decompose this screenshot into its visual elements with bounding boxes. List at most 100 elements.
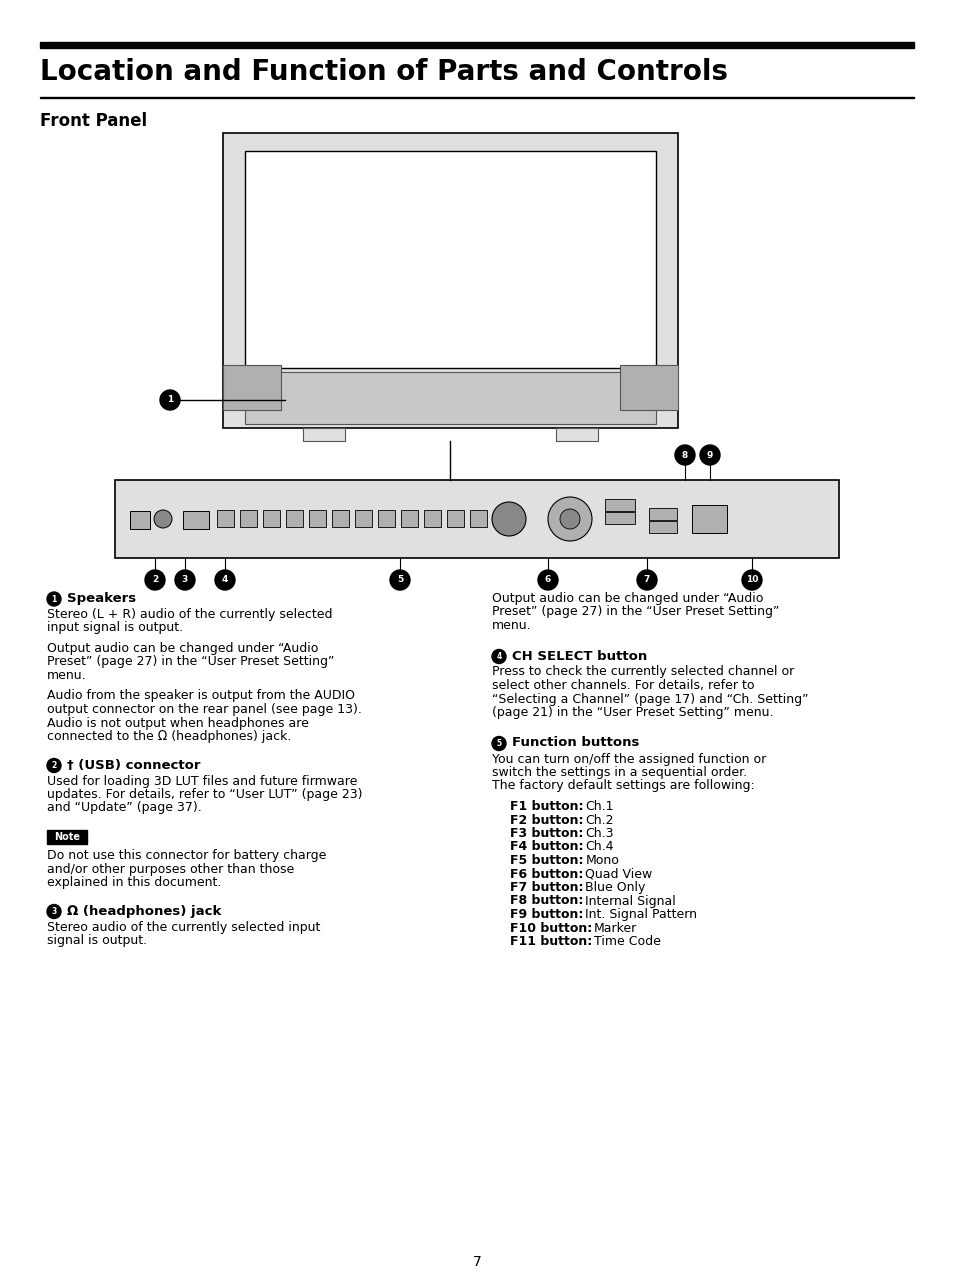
Text: input signal is output.: input signal is output.	[47, 622, 183, 634]
Bar	[223, 132, 678, 428]
Bar	[223, 364, 281, 410]
Text: F5 button:: F5 button:	[510, 854, 583, 868]
Text: F6 button:: F6 button:	[510, 868, 583, 880]
Text: 3: 3	[51, 907, 56, 916]
Text: F1 button:: F1 button:	[510, 800, 583, 813]
Text: Press to check the currently selected channel or: Press to check the currently selected ch…	[492, 665, 794, 679]
Text: 8: 8	[681, 451, 687, 460]
Circle shape	[492, 650, 505, 664]
Bar	[619, 364, 678, 410]
Bar	[648, 508, 677, 520]
Circle shape	[153, 510, 172, 527]
Bar	[47, 829, 87, 843]
Text: The factory default settings are following:: The factory default settings are followi…	[492, 780, 754, 792]
Circle shape	[492, 502, 525, 536]
Text: menu.: menu.	[492, 619, 531, 632]
Text: Front Panel: Front Panel	[40, 112, 147, 130]
Bar	[245, 372, 656, 424]
Text: 1: 1	[167, 395, 172, 405]
Bar	[263, 510, 280, 527]
Text: F2 button:: F2 button:	[510, 814, 583, 827]
Bar	[423, 510, 440, 527]
Circle shape	[174, 569, 194, 590]
Text: 1: 1	[51, 595, 56, 604]
Circle shape	[47, 905, 61, 919]
Bar	[183, 511, 209, 529]
Text: 4: 4	[222, 576, 228, 585]
Text: 2: 2	[51, 761, 56, 769]
Text: output connector on the rear panel (see page 13).: output connector on the rear panel (see …	[47, 703, 361, 716]
Text: Output audio can be changed under “Audio: Output audio can be changed under “Audio	[47, 642, 318, 655]
Text: F8 button:: F8 button:	[510, 894, 583, 907]
Text: “Selecting a Channel” (page 17) and “Ch. Setting”: “Selecting a Channel” (page 17) and “Ch.…	[492, 693, 807, 706]
Text: F11 button:: F11 button:	[510, 935, 592, 948]
Circle shape	[559, 510, 579, 529]
Text: 10: 10	[745, 576, 758, 585]
Text: 3: 3	[182, 576, 188, 585]
Bar	[309, 510, 326, 527]
Text: Preset” (page 27) in the “User Preset Setting”: Preset” (page 27) in the “User Preset Se…	[47, 656, 334, 669]
Text: 6: 6	[544, 576, 551, 585]
Text: Mono: Mono	[585, 854, 618, 868]
Text: F7 button:: F7 button:	[510, 882, 583, 894]
Text: CH SELECT button: CH SELECT button	[512, 650, 646, 662]
Text: Audio is not output when headphones are: Audio is not output when headphones are	[47, 716, 309, 730]
Text: Note: Note	[54, 832, 80, 842]
Circle shape	[214, 569, 234, 590]
Bar	[286, 510, 303, 527]
Circle shape	[145, 569, 165, 590]
Text: † (USB) connector: † (USB) connector	[67, 758, 200, 772]
Text: Marker: Marker	[594, 921, 637, 935]
Text: 5: 5	[496, 739, 501, 748]
Text: 4: 4	[496, 652, 501, 661]
Circle shape	[390, 569, 410, 590]
Text: Ω (headphones) jack: Ω (headphones) jack	[67, 905, 221, 917]
Bar	[648, 521, 677, 533]
Bar	[355, 510, 372, 527]
Text: Speakers: Speakers	[67, 592, 136, 605]
Text: Stereo (L + R) audio of the currently selected: Stereo (L + R) audio of the currently se…	[47, 608, 333, 620]
Circle shape	[492, 736, 505, 750]
Bar	[130, 511, 150, 529]
Bar	[604, 499, 635, 511]
Text: Int. Signal Pattern: Int. Signal Pattern	[585, 908, 697, 921]
Circle shape	[537, 569, 558, 590]
Bar	[604, 512, 635, 524]
Text: Internal Signal: Internal Signal	[585, 894, 676, 907]
Bar	[245, 152, 656, 368]
Text: explained in this document.: explained in this document.	[47, 877, 221, 889]
Text: Do not use this connector for battery charge: Do not use this connector for battery ch…	[47, 848, 326, 862]
Bar	[377, 510, 395, 527]
Text: Ch.3: Ch.3	[585, 827, 613, 840]
Text: and “Update” (page 37).: and “Update” (page 37).	[47, 801, 201, 814]
Text: select other channels. For details, refer to: select other channels. For details, refe…	[492, 679, 754, 692]
Text: 7: 7	[643, 576, 650, 585]
Text: Ch.4: Ch.4	[585, 841, 614, 854]
Text: 2: 2	[152, 576, 158, 585]
Text: Function buttons: Function buttons	[512, 736, 639, 749]
Text: and/or other purposes other than those: and/or other purposes other than those	[47, 862, 294, 875]
Bar	[400, 510, 417, 527]
Circle shape	[700, 445, 720, 465]
Text: Quad View: Quad View	[585, 868, 652, 880]
Bar	[240, 510, 256, 527]
Text: 9: 9	[706, 451, 713, 460]
Text: Stereo audio of the currently selected input: Stereo audio of the currently selected i…	[47, 921, 320, 934]
Bar	[115, 480, 838, 558]
Text: You can turn on/off the assigned function or: You can turn on/off the assigned functio…	[492, 753, 765, 766]
Text: Ch.2: Ch.2	[585, 814, 614, 827]
Text: Location and Function of Parts and Controls: Location and Function of Parts and Contr…	[40, 59, 727, 87]
Text: updates. For details, refer to “User LUT” (page 23): updates. For details, refer to “User LUT…	[47, 789, 362, 801]
Text: switch the settings in a sequential order.: switch the settings in a sequential orde…	[492, 766, 746, 778]
Text: Ch.1: Ch.1	[585, 800, 614, 813]
Text: 7: 7	[472, 1255, 481, 1269]
Text: signal is output.: signal is output.	[47, 934, 147, 947]
Text: F10 button:: F10 button:	[510, 921, 592, 935]
Text: F3 button:: F3 button:	[510, 827, 583, 840]
Circle shape	[47, 592, 61, 606]
Text: connected to the Ω (headphones) jack.: connected to the Ω (headphones) jack.	[47, 730, 291, 743]
Circle shape	[160, 390, 180, 410]
Text: F9 button:: F9 button:	[510, 908, 583, 921]
Bar	[691, 505, 726, 533]
Text: Audio from the speaker is output from the AUDIO: Audio from the speaker is output from th…	[47, 689, 355, 702]
